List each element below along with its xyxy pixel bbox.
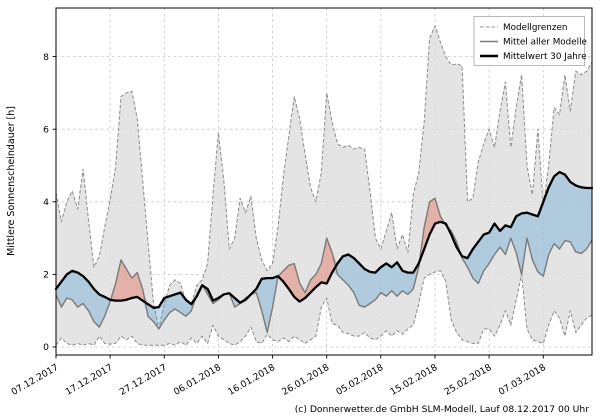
x-tick-label: 16.01.2018 [226,362,277,398]
y-tick-label: 0 [43,342,49,353]
model-range-band [56,25,592,346]
legend-entry-modellgrenzen: Modellgrenzen [503,23,567,33]
x-tick-labels: 07.12.2017 17.12.2017 27.12.2017 06.01.2018… [9,362,547,398]
x-tick-label: 07.12.2017 [9,362,60,398]
y-tick-label: 8 [43,52,49,63]
below-normal-fill [56,172,592,333]
x-tick-label: 05.02.2018 [334,362,385,398]
legend-entry-mittel-aller-modelle: Mittel aller Modelle [503,38,587,48]
series-lines [54,170,594,334]
y-tick-label: 4 [43,197,49,208]
x-tick-label: 25.02.2018 [443,362,494,398]
axis-ticks [52,56,544,359]
y-axis-title: Mittlere Sonnenscheindauer [h] [6,106,17,256]
plot-frame [55,7,593,356]
x-tick-label: 27.12.2017 [118,362,169,398]
y-tick-label: 2 [43,270,49,281]
climate-mean-line [54,170,594,309]
y-tick-labels: 0 2 4 6 8 [43,52,49,353]
x-tick-label: 07.03.2018 [497,362,548,398]
x-tick-label: 26.01.2018 [280,362,331,398]
y-tick-label: 6 [43,124,49,135]
model-range-borders [55,25,593,346]
legend-entry-mittelwert-30-jahre: Mittelwert 30 Jahre [503,52,587,62]
copyright-note: (c) Donnerwetter.de GmbH SLM-Modell, Lau… [295,404,590,415]
model-min-line [55,270,593,346]
anomaly-fills [56,172,592,333]
model-range-fill [56,25,592,346]
x-tick-label: 06.01.2018 [172,362,223,398]
above-normal-fill [56,172,592,308]
legend: Modellgrenzen Mittel aller Modelle Mitte… [473,16,587,66]
x-tick-label: 17.12.2017 [64,362,115,398]
x-tick-label: 15.02.2018 [388,362,439,398]
model-max-line [55,25,593,330]
